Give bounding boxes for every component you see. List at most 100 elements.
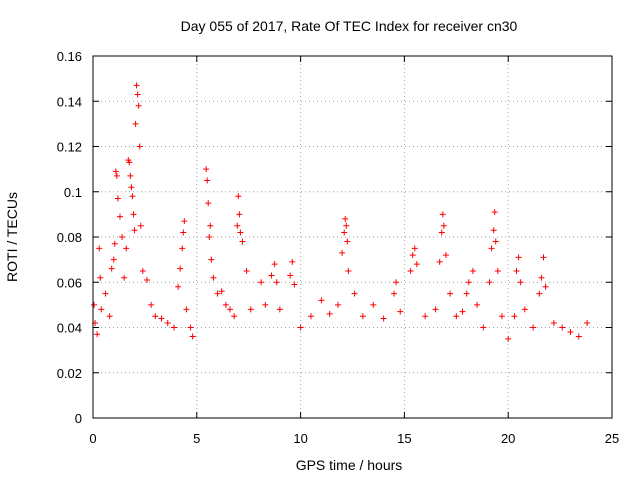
data-point [289, 258, 296, 265]
data-point [227, 306, 234, 313]
x-tick-label: 10 [293, 431, 307, 446]
x-tick-label: 5 [193, 431, 200, 446]
data-point [137, 222, 144, 229]
y-tick-label: 0.02 [57, 366, 82, 381]
data-point [127, 172, 134, 179]
data-point [318, 297, 325, 304]
chart-title: Day 055 of 2017, Rate Of TEC Index for r… [181, 18, 518, 34]
data-point [175, 283, 182, 290]
data-point [187, 324, 194, 331]
data-point [559, 324, 566, 331]
data-point [351, 290, 358, 297]
data-point [102, 290, 109, 297]
data-point [136, 143, 143, 150]
data-point [177, 265, 184, 272]
data-point [126, 159, 133, 166]
data-point [143, 276, 150, 283]
data-point [341, 229, 348, 236]
data-point [494, 267, 501, 274]
data-point [181, 218, 188, 225]
data-point [112, 168, 119, 175]
data-point [393, 279, 400, 286]
data-point [231, 313, 238, 320]
data-point [488, 245, 495, 252]
data-point [210, 274, 217, 281]
y-tick-label: 0.06 [57, 275, 82, 290]
data-point [96, 245, 103, 252]
data-point [273, 279, 280, 286]
data-point [218, 288, 225, 295]
data-point [370, 301, 377, 308]
data-point [208, 256, 215, 263]
data-point [119, 234, 126, 240]
data-point [204, 177, 211, 184]
data-point [567, 329, 574, 336]
data-point [339, 249, 346, 256]
x-tick-label: 0 [89, 431, 96, 446]
data-point [106, 313, 113, 320]
data-point [438, 229, 445, 236]
data-point [114, 195, 121, 202]
data-point [271, 261, 278, 268]
data-point [413, 261, 420, 268]
data-point [307, 313, 314, 320]
data-point [148, 301, 155, 308]
data-point [409, 252, 416, 259]
x-tick-labels: 0 5 10 15 20 25 [89, 431, 619, 446]
data-point [205, 200, 212, 207]
data-point [540, 254, 547, 261]
data-point [132, 120, 139, 127]
data-point [411, 245, 418, 252]
data-point [179, 245, 186, 252]
data-point [203, 166, 210, 173]
data-point [236, 211, 243, 218]
data-point [498, 313, 505, 320]
data-point [262, 301, 269, 308]
y-tick-label: 0.16 [57, 49, 82, 64]
data-point [134, 91, 141, 98]
data-point [189, 333, 196, 340]
data-point [334, 301, 341, 308]
data-point [550, 319, 557, 326]
data-point [164, 319, 171, 326]
data-point [505, 335, 512, 342]
data-point [234, 222, 241, 229]
y-tick-labels: 0 0.02 0.04 0.06 0.08 0.1 0.12 0.14 0.16 [57, 49, 82, 426]
data-point [474, 301, 481, 308]
data-point [243, 267, 250, 274]
data-point [239, 238, 246, 245]
data-point [94, 331, 101, 338]
data-point [517, 279, 524, 286]
data-point [538, 274, 545, 281]
data-point [129, 193, 136, 200]
data-point [206, 234, 213, 240]
data-point [439, 211, 446, 218]
data-point [536, 290, 543, 297]
data-point [453, 313, 460, 320]
data-point [91, 301, 98, 308]
data-point [258, 279, 265, 286]
data-point [326, 310, 333, 317]
data-point [297, 324, 304, 331]
data-point [530, 324, 537, 331]
data-point [542, 283, 549, 290]
data-point [380, 315, 387, 322]
data-point [342, 215, 349, 222]
y-tick-label: 0.1 [64, 185, 82, 200]
data-point [345, 267, 352, 274]
data-point [459, 308, 466, 315]
y-tick-label: 0.08 [57, 230, 82, 245]
data-point [287, 272, 294, 279]
data-point [480, 324, 487, 331]
data-point [133, 82, 140, 89]
data-point [108, 265, 115, 272]
data-point [492, 238, 499, 245]
axis-ticks [92, 55, 613, 419]
y-axis-label: ROTI / TECUs [4, 192, 20, 282]
data-point [207, 222, 214, 229]
data-point [442, 252, 449, 259]
data-point [490, 227, 497, 234]
data-point [584, 319, 591, 326]
data-point [440, 222, 447, 229]
